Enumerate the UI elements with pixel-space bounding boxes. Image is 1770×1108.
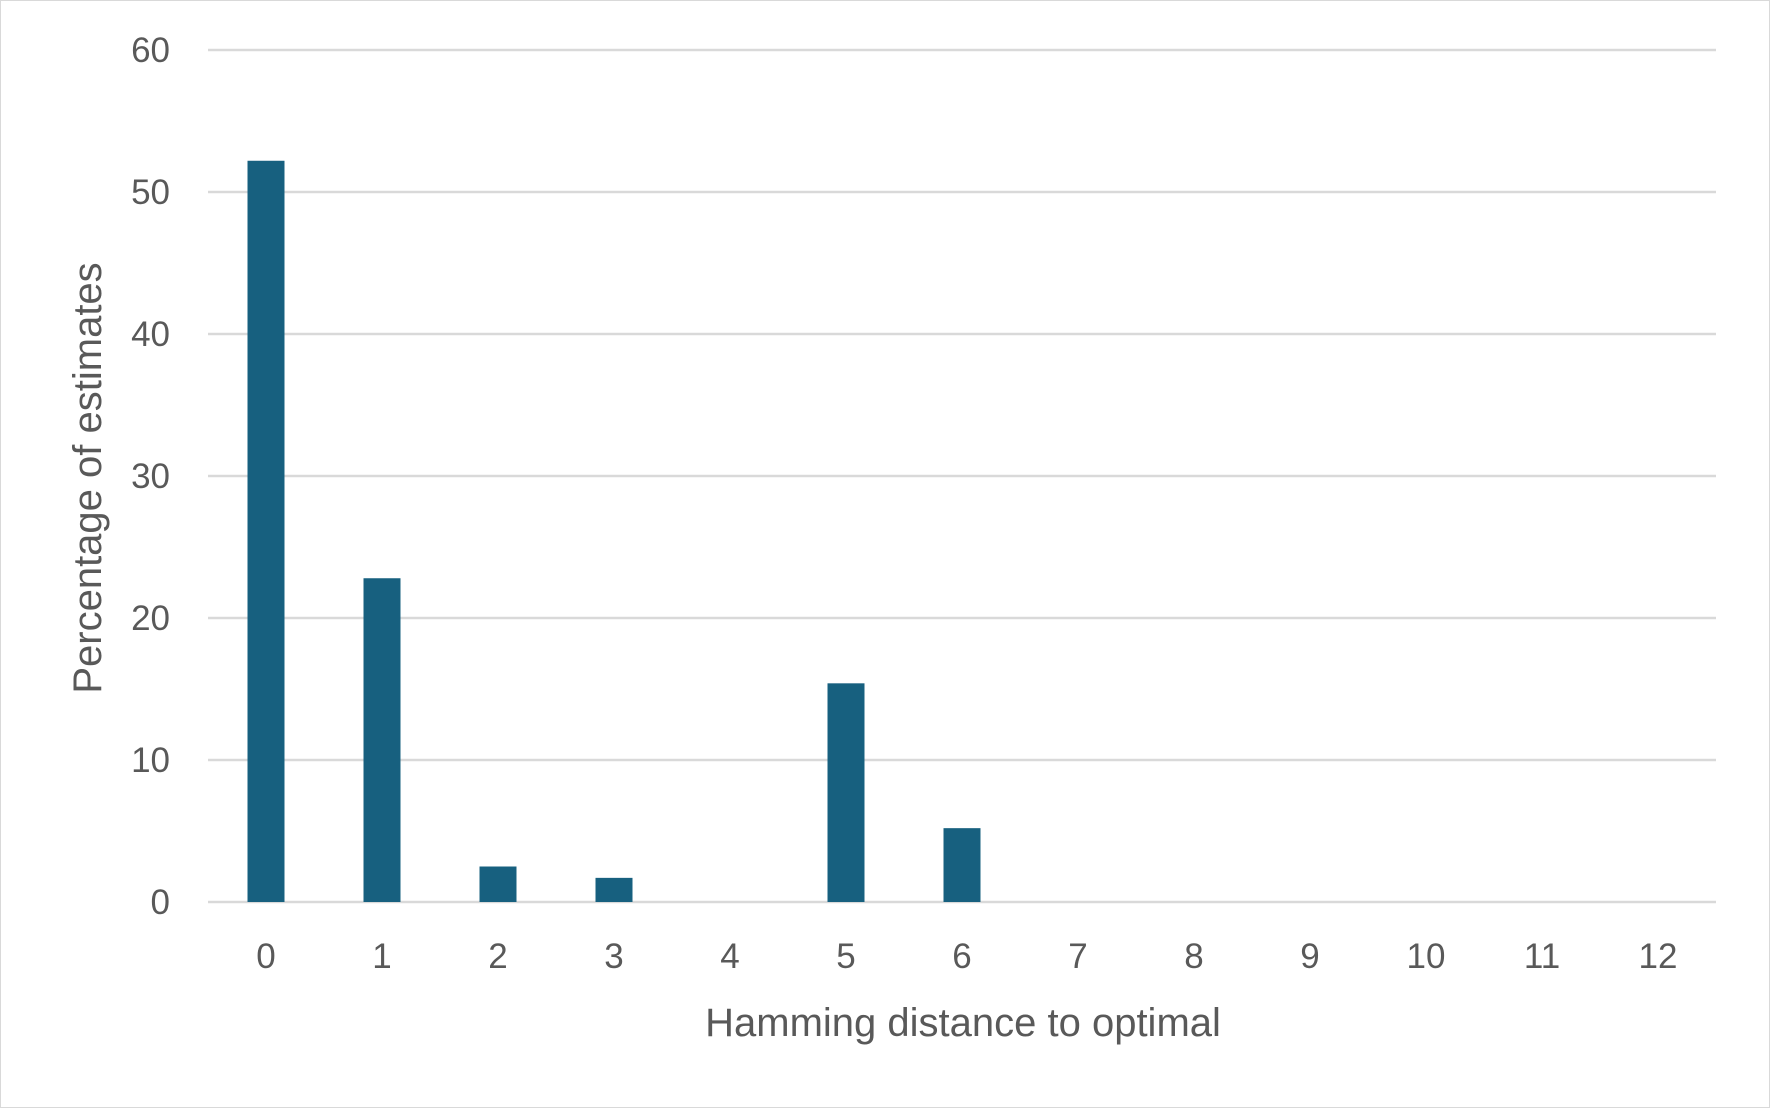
y-tick-label: 60 [131,31,170,70]
x-axis-ticks: 0 1 2 3 4 5 6 7 8 9 10 11 12 [256,937,1677,976]
x-tick-label: 1 [372,937,391,976]
y-axis-ticks: 0 10 20 30 40 50 60 [131,31,170,922]
x-tick-label: 7 [1068,937,1087,976]
bar-1 [363,578,401,902]
y-tick-label: 0 [151,883,170,922]
y-tick-label: 40 [131,315,170,354]
y-axis-title: Percentage of estimates [66,262,110,693]
x-tick-label: 3 [604,937,623,976]
x-tick-label: 12 [1639,937,1678,976]
y-tick-label: 30 [131,457,170,496]
bar-6 [943,828,981,902]
x-tick-label: 9 [1300,937,1319,976]
x-tick-label: 0 [256,937,275,976]
x-tick-label: 10 [1407,937,1446,976]
bars [247,160,981,902]
x-tick-label: 5 [836,937,855,976]
x-tick-label: 2 [488,937,507,976]
x-tick-label: 6 [952,937,971,976]
x-tick-label: 11 [1524,937,1560,976]
bar-0 [247,160,285,902]
x-axis-title: Hamming distance to optimal [705,1001,1221,1045]
bar-2 [479,866,517,902]
bar-5 [827,683,865,902]
x-tick-label: 8 [1184,937,1203,976]
y-tick-label: 10 [131,741,170,780]
y-tick-label: 50 [131,173,170,212]
gridlines [208,48,1716,904]
y-tick-label: 20 [131,599,170,638]
x-tick-label: 4 [720,937,739,976]
bar-3 [595,877,633,902]
